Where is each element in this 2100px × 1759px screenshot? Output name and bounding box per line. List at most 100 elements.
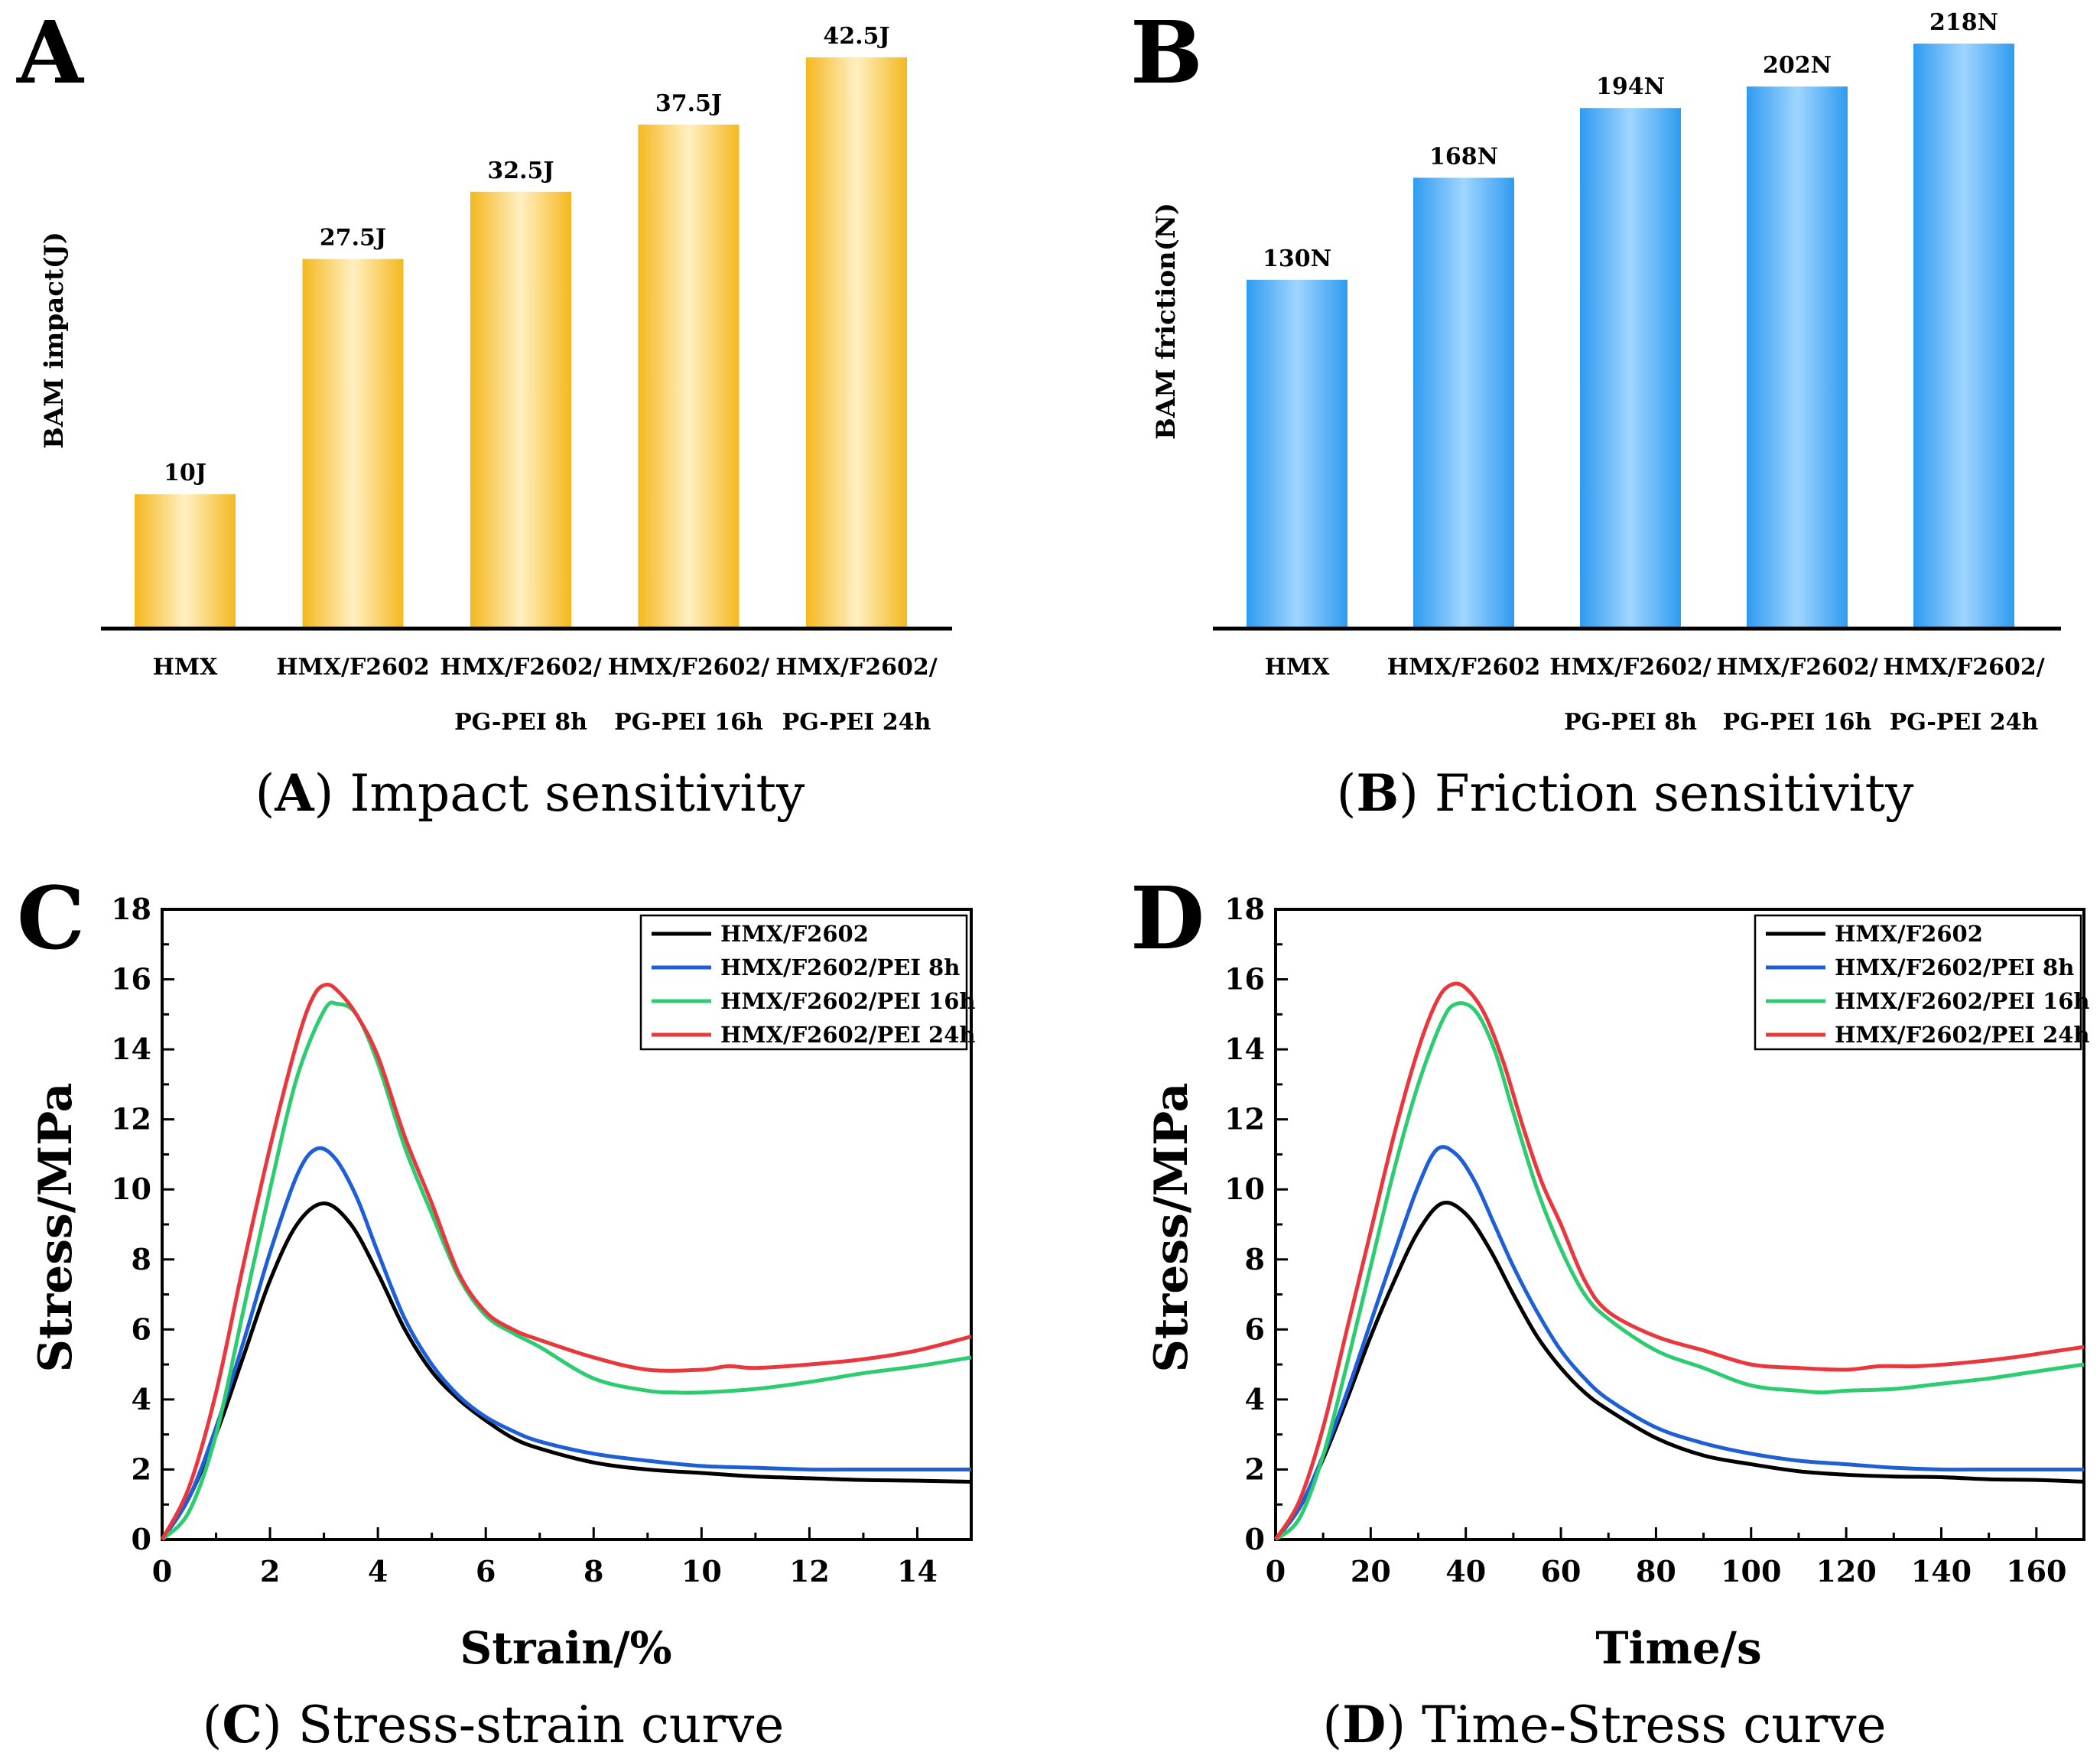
impact-category-label-5-line-1: HMX/F2602/	[775, 654, 938, 681]
ylabel-b: BAM friction(N)	[1151, 203, 1182, 440]
impact-category-label-4-line-2: PG-PEI 16h	[614, 709, 763, 736]
plot-area-d: 0 20 40 60 80 100 120 140 160 0 2 4 6 8 10 12 14 16 18 HMX/…	[1224, 892, 2089, 1588]
time-stress-y-tick-label: 14	[1224, 1032, 1265, 1066]
stress-strain-series-line-3	[161, 1000, 972, 1541]
caption-letter-c: C	[222, 1695, 262, 1754]
caption-letter-d: D	[1342, 1695, 1386, 1754]
stress-strain-y-tick-label: 6	[132, 1312, 151, 1346]
stress-strain-legend-box	[639, 914, 968, 1051]
stress-strain-y-tick-label: 8	[132, 1242, 151, 1276]
time-stress-y-tick-label: 18	[1224, 892, 1265, 926]
impact-category-label-5-line-2: PG-PEI 24h	[782, 709, 931, 736]
ylabel-c: Stress/MPa	[29, 1082, 83, 1372]
time-stress-series-line-4	[1273, 981, 2085, 1541]
panel-a: A BAM impact(J) 10J27.5J32.5J37.5J42.5J …	[16, 3, 952, 823]
friction-bar-2	[1413, 177, 1514, 629]
impact-bar-3	[470, 191, 571, 629]
time-stress-y-tick-label: 4	[1245, 1382, 1265, 1416]
time-stress-x-tick-label: 60	[1541, 1554, 1582, 1588]
friction-bar-5	[1913, 44, 2014, 629]
time-stress-series-line-3	[1274, 1001, 2085, 1542]
panel-letter-b: B	[1130, 3, 1203, 103]
impact-value-label-1: 10J	[164, 460, 206, 486]
panel-b: B BAM friction(N) 130N 168N 194N 202N 218N H…	[1130, 3, 2061, 823]
time-stress-y-tick-label: 2	[1245, 1452, 1265, 1486]
caption-text-a: Impact sensitivity	[349, 764, 805, 823]
stress-strain-series-line-4	[160, 982, 972, 1541]
categories-b: HMX HMX/F2602 HMX/F2602/PG-PEI 8h HMX/F2602…	[1265, 654, 2045, 736]
panel-d: D Stress/MPa 0 20 40 60 80 100 120 140 160 0 2 4 6 8 1…	[1130, 869, 2090, 1754]
impact-value-label-4: 37.5J	[655, 90, 722, 117]
friction-value-label-5: 218N	[1929, 9, 1998, 36]
panel-letter-a: A	[16, 3, 85, 103]
time-stress-x-tick-label: 160	[2006, 1554, 2066, 1588]
stress-strain-y-tick-label: 4	[132, 1382, 151, 1416]
stress-strain-legend-label-1: HMX/F2602	[720, 921, 869, 947]
plot-area-c: 0 2 4 6 8 10 12 14 0 2 4 6 8 10 12 14 16 18 HMX/F2602 HMX/F…	[111, 892, 975, 1588]
stress-strain-legend-label-2: HMX/F2602/PEI 8h	[720, 954, 960, 980]
caption-d: (D) Time-Stress curve	[1322, 1695, 1886, 1754]
stress-strain-x-tick-label: 14	[897, 1554, 938, 1588]
caption-text-b: Friction sensitivity	[1435, 764, 1914, 823]
friction-category-label-5-line-1: HMX/F2602/	[1883, 654, 2045, 681]
impact-category-label-2: HMX/F2602	[276, 654, 430, 681]
time-stress-y-tick-label: 6	[1245, 1312, 1265, 1346]
panel-c: C Stress/MPa 0 2 4 6 8 10 12 14 0 2 4 6 8 10 12 14 16 18 H…	[17, 869, 976, 1754]
caption-text-c: Stress-strain curve	[298, 1696, 785, 1754]
categories-a: HMX HMX/F2602 HMX/F2602/PG-PEI 8h HMX/F2602…	[153, 654, 938, 736]
caption-letter-b: B	[1356, 763, 1399, 823]
time-stress-x-tick-label: 80	[1636, 1554, 1676, 1588]
stress-strain-y-tick-label: 14	[111, 1032, 151, 1066]
friction-value-label-3: 194N	[1596, 73, 1665, 100]
friction-bar-3	[1580, 108, 1681, 629]
time-stress-legend-label-4: HMX/F2602/PEI 24h	[1835, 1022, 2090, 1048]
stress-strain-x-tick-label: 12	[789, 1554, 830, 1588]
stress-strain-y-tick-label: 2	[132, 1452, 151, 1486]
friction-category-label-2: HMX/F2602	[1387, 654, 1541, 681]
impact-category-label-1: HMX	[153, 654, 219, 681]
time-stress-legend-label-2: HMX/F2602/PEI 8h	[1835, 954, 2074, 980]
friction-value-label-1: 130N	[1263, 245, 1331, 272]
time-stress-series-line-2	[1274, 1145, 2084, 1541]
time-stress-x-tick-label: 120	[1816, 1554, 1876, 1588]
impact-value-label-2: 27.5J	[320, 225, 386, 252]
caption-letter-a: A	[274, 763, 314, 823]
bars-a: 10J 27.5J 32.5J 37.5J 42.5J	[135, 23, 907, 629]
time-stress-legend-label-1: HMX/F2602	[1835, 921, 1983, 947]
stress-strain-legend-label-4: HMX/F2602/PEI 24h	[720, 1022, 976, 1048]
caption-a: (A) Impact sensitivity	[255, 763, 805, 823]
friction-category-label-1: HMX	[1265, 654, 1331, 681]
impact-bar-4	[638, 124, 740, 629]
time-stress-y-tick-label: 10	[1224, 1172, 1265, 1206]
xlabel-d: Time/s	[1595, 1622, 1761, 1674]
caption-c: (C) Stress-strain curve	[203, 1695, 785, 1754]
ylabel-a: BAM impact(J)	[39, 232, 70, 449]
friction-category-label-4-line-2: PG-PEI 16h	[1723, 709, 1872, 736]
time-stress-y-tick-label: 8	[1245, 1242, 1265, 1276]
time-stress-x-tick-label: 100	[1721, 1554, 1781, 1588]
time-stress-y-tick-label: 0	[1245, 1522, 1265, 1556]
stress-strain-y-tick-label: 10	[111, 1172, 151, 1206]
impact-category-label-4-line-1: HMX/F2602/	[608, 654, 770, 681]
panel-letter-c: C	[17, 869, 85, 969]
ylabel-d: Stress/MPa	[1145, 1082, 1198, 1372]
time-stress-legend-box	[1754, 914, 2082, 1051]
impact-value-label-3: 32.5J	[487, 158, 554, 184]
friction-value-label-4: 202N	[1763, 52, 1832, 79]
friction-category-label-3-line-1: HMX/F2602/	[1549, 654, 1712, 681]
stress-strain-x-tick-label: 0	[152, 1554, 172, 1588]
time-stress-y-tick-label: 16	[1224, 962, 1265, 997]
friction-bar-1	[1247, 279, 1347, 629]
stress-strain-x-tick-label: 6	[476, 1554, 496, 1588]
svg-text:(A) Impact sensitivity: (A) Impact sensitivity	[255, 763, 805, 823]
stress-strain-y-tick-label: 16	[111, 962, 151, 997]
svg-text:(B) Friction sensitivity: (B) Friction sensitivity	[1337, 763, 1915, 823]
xlabel-c: Strain/%	[460, 1622, 671, 1674]
caption-b: (B) Friction sensitivity	[1337, 763, 1915, 823]
time-stress-y-tick-label: 12	[1224, 1102, 1265, 1136]
impact-category-label-3-line-1: HMX/F2602/	[440, 654, 602, 681]
stress-strain-x-tick-label: 10	[681, 1554, 722, 1588]
stress-strain-x-tick-label: 8	[584, 1554, 603, 1588]
stress-strain-x-tick-label: 4	[368, 1554, 388, 1588]
